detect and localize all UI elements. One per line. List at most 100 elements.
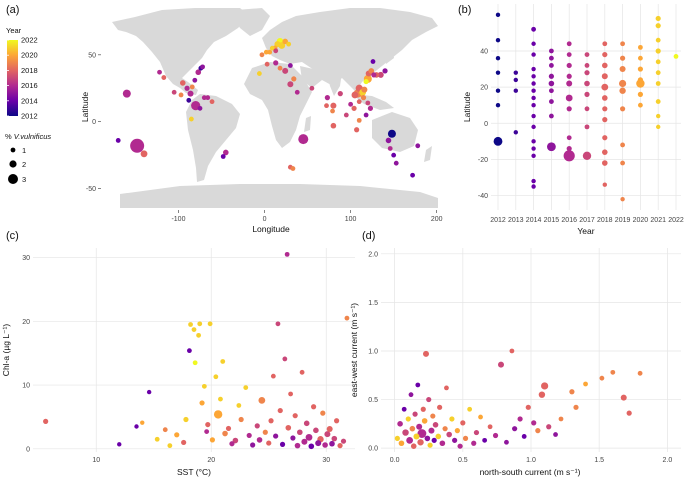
panel-c-point	[331, 435, 338, 442]
panel-b-point	[513, 70, 518, 75]
panel-c-point	[167, 443, 173, 449]
panel-b-point	[582, 151, 592, 160]
panel-b-point	[602, 160, 608, 166]
panel-b-x-tick-label: 2012	[490, 217, 506, 224]
panel-b-x-tick-label: 2018	[597, 217, 613, 224]
panel-d-point	[394, 435, 400, 441]
panel-c-x-axis-label: SST (°C)	[177, 467, 211, 477]
panel-b-point	[620, 160, 625, 166]
panel-c-point	[268, 418, 274, 424]
panel-d-point	[431, 437, 437, 443]
panel-d-point	[430, 413, 436, 419]
panel-d-point	[413, 433, 420, 440]
map-point	[367, 105, 374, 111]
panel-b-point	[531, 74, 536, 79]
map-point	[179, 80, 186, 86]
panel-d-point	[401, 406, 407, 412]
panel-b-point	[620, 196, 625, 202]
map-y-tick-label: 0	[92, 119, 96, 126]
panel-c-point	[197, 321, 203, 327]
eurasia	[262, 8, 438, 92]
size-legend-label-2: 2	[22, 160, 26, 169]
panel-c-point	[187, 348, 192, 354]
panel-b-point	[495, 102, 501, 108]
map-point	[351, 105, 357, 111]
panel-c-point	[301, 438, 308, 445]
panel-b-x-axis-label: Year	[577, 226, 594, 236]
panel-b-point	[584, 80, 590, 87]
panel-c-grid	[33, 248, 355, 452]
panel-c-point	[292, 413, 298, 419]
map-point	[294, 89, 300, 95]
panel-d-x-tick-label: 2.0	[662, 457, 672, 464]
panel-d-y-tick-label: 1.5	[368, 300, 378, 307]
panel-d-point	[412, 411, 418, 417]
map-points	[115, 38, 421, 178]
map-point	[192, 77, 198, 83]
panel-d-x-tick-label: 0.0	[390, 457, 400, 464]
panel-b-x-tick-label: 2015	[544, 217, 560, 224]
panel-c-point	[279, 441, 286, 447]
map-point	[197, 105, 203, 111]
panel-c-y-tick-label: 0	[26, 446, 30, 453]
map-point	[209, 99, 215, 105]
map-point	[287, 63, 293, 68]
panel-c-y-tick-label: 20	[22, 319, 30, 326]
panel-b-point	[531, 153, 536, 158]
map-point	[393, 160, 399, 166]
panel-d-points	[394, 348, 643, 449]
panel-d-point	[406, 436, 414, 444]
panel-b-point	[495, 88, 501, 93]
panel-c-point	[188, 322, 193, 327]
map-y-ticks: 50 0 -50	[86, 52, 101, 193]
panel-d-point	[531, 420, 537, 426]
panel-d-point	[482, 437, 488, 443]
map-point	[410, 172, 415, 178]
panel-b-point	[549, 63, 554, 68]
panel-d-point	[432, 422, 439, 428]
panel-b-y-ticks: 40 20 0 -20 -40	[478, 48, 488, 200]
map-point	[363, 78, 369, 85]
panel-b-y-tick-label: -40	[478, 193, 488, 200]
panel-d-point	[569, 389, 575, 395]
panel-b-point	[566, 135, 572, 141]
panel-c-x-ticks: 10 20 30	[92, 457, 330, 464]
panel-b-x-tick-label: 2014	[526, 217, 542, 224]
panel-d-point	[408, 392, 414, 398]
panel-c-point	[284, 251, 290, 257]
map-point	[387, 146, 393, 151]
panel-c-point	[340, 438, 347, 444]
size-legend: % V.vulnificus 1 2 3	[5, 132, 51, 184]
map-point	[343, 112, 349, 118]
panel-b-x-tick-label: 2021	[650, 217, 666, 224]
panel-d-point	[420, 406, 426, 412]
panel-b-y-tick-label: -20	[478, 157, 488, 164]
panel-c-point	[238, 416, 244, 423]
map-point	[337, 91, 343, 97]
panel-d-point	[454, 428, 460, 434]
panel-b-point	[638, 102, 643, 108]
map-point	[351, 91, 359, 99]
year-legend-tick-label: 2016	[21, 81, 38, 90]
panel-c-point	[225, 425, 232, 432]
map-point	[371, 72, 377, 78]
map-point	[368, 68, 375, 74]
panel-c-point	[277, 407, 283, 414]
africa	[244, 62, 312, 148]
panel-b-point	[513, 130, 518, 135]
year-legend-tick-label: 2020	[21, 51, 38, 60]
panel-c-point	[313, 427, 319, 434]
panel-d-point	[573, 404, 579, 410]
map-point	[363, 112, 369, 118]
panel-c-point	[303, 420, 310, 427]
madagascar	[304, 116, 311, 132]
panel-c-point	[326, 426, 333, 433]
panel-c-point	[250, 442, 256, 448]
map-point	[330, 102, 337, 109]
panel-d-point	[521, 434, 527, 439]
panel-c-point	[294, 442, 301, 449]
panel-b-point	[584, 91, 590, 97]
panel-b-point	[638, 55, 643, 61]
panel-d-point	[553, 432, 558, 437]
